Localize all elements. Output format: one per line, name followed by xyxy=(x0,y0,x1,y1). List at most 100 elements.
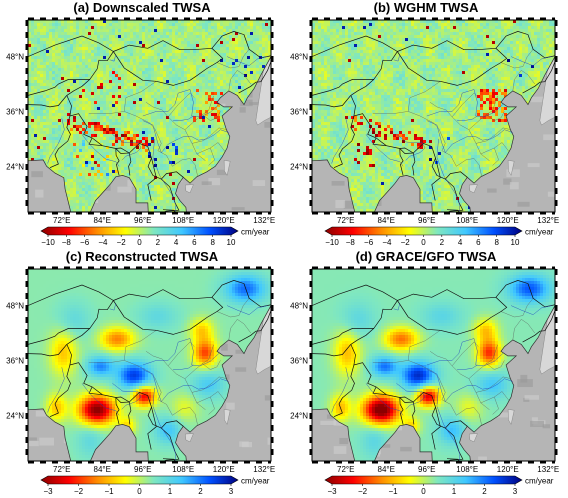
lon-tick-label: 96°E xyxy=(134,216,151,225)
colorbar-tick-label: 2 xyxy=(156,238,161,247)
colorbar-tick-label: −1 xyxy=(104,487,114,496)
colorbar-tick-label: −2 xyxy=(358,487,368,496)
colorbar-tick-label: −4 xyxy=(382,238,392,247)
map-frame xyxy=(309,17,558,215)
lon-tick-label: 132°E xyxy=(537,465,559,474)
lon-tick-label: 84°E xyxy=(94,465,111,474)
panel-title: (c) Reconstructed TWSA xyxy=(0,249,284,264)
colorbar-tick-label: −10 xyxy=(41,238,55,247)
colorbar-tick-label: 0 xyxy=(137,238,142,247)
colorbar-unit: cm/year xyxy=(525,228,554,237)
colorbar-tick-label: 4 xyxy=(174,238,179,247)
map-frame xyxy=(309,266,558,464)
lon-tick-label: 96°E xyxy=(418,216,435,225)
colorbar-tick-label: 6 xyxy=(192,238,197,247)
panel-title: (a) Downscaled TWSA xyxy=(0,0,284,15)
colorbar: −3 −2 −1 0 1 2 3 cm/year xyxy=(324,475,554,496)
lon-tick-label: 132°E xyxy=(253,216,275,225)
lon-tick-label: 120°E xyxy=(213,216,235,225)
lon-tick-label: 108°E xyxy=(456,216,478,225)
panel-b: (b) WGHM TWSA 48°N 36°N 24°N 72°E 84°E 96°E 10… xyxy=(284,0,568,249)
lon-tick-label: 84°E xyxy=(378,216,395,225)
colorbar-unit: cm/year xyxy=(525,477,554,486)
colorbar-tick-label: 2 xyxy=(482,487,487,496)
panel-title: (b) WGHM TWSA xyxy=(284,0,568,15)
boundary-lines xyxy=(28,20,271,212)
colorbar-tick-label: 0 xyxy=(137,487,142,496)
colorbar-tick-label: 2 xyxy=(198,487,203,496)
colorbar-tick-label: −3 xyxy=(43,487,53,496)
lat-tick-label: 24°N xyxy=(6,162,24,171)
panel-title: (d) GRACE/GFO TWSA xyxy=(284,249,568,264)
lat-tick-label: 24°N xyxy=(290,411,308,420)
lon-tick-label: 72°E xyxy=(337,465,354,474)
lat-tick-label: 48°N xyxy=(6,302,24,311)
colorbar-tick-label: 1 xyxy=(452,487,457,496)
colorbar: −10 −8 −6 −4 −2 0 2 4 6 8 10 cm/year xyxy=(40,226,270,247)
lon-tick-label: 84°E xyxy=(378,465,395,474)
lat-tick-label: 36°N xyxy=(6,356,24,365)
colorbar: −3 −2 −1 0 1 2 3 cm/year xyxy=(40,475,270,496)
lat-tick-label: 36°N xyxy=(6,107,24,116)
colorbar-tick-label: −4 xyxy=(98,238,108,247)
panel-d: (d) GRACE/GFO TWSA 48°N 36°N 24°N 72°E 84°E 9… xyxy=(284,249,568,498)
boundary-lines xyxy=(312,20,555,212)
boundary-lines xyxy=(312,269,555,461)
lon-tick-label: 96°E xyxy=(418,465,435,474)
lon-tick-label: 120°E xyxy=(497,216,519,225)
map-frame xyxy=(25,17,274,215)
panel-c: (c) Reconstructed TWSA 48°N 36°N 24°N 72°E 8… xyxy=(0,249,284,498)
colorbar-tick-label: 8 xyxy=(494,238,499,247)
lon-tick-label: 84°E xyxy=(94,216,111,225)
colorbar-tick-label: 3 xyxy=(513,487,518,496)
lon-tick-label: 108°E xyxy=(172,465,194,474)
colorbar-tick-label: −1 xyxy=(388,487,398,496)
colorbar-tick-label: 10 xyxy=(511,238,520,247)
colorbar-tick-label: 0 xyxy=(421,238,426,247)
colorbar-tick-label: 3 xyxy=(229,487,234,496)
lon-tick-label: 132°E xyxy=(253,465,275,474)
colorbar-unit: cm/year xyxy=(241,228,270,237)
lon-tick-label: 108°E xyxy=(172,216,194,225)
lat-tick-label: 36°N xyxy=(290,356,308,365)
lat-tick-label: 48°N xyxy=(6,53,24,62)
lon-tick-label: 120°E xyxy=(497,465,519,474)
lon-tick-label: 72°E xyxy=(53,465,70,474)
colorbar-tick-label: 0 xyxy=(421,487,426,496)
map-panel-d: 48°N36°N24°N72°E 84°E 96°E 108°E 120°E 132°E−… xyxy=(290,266,559,496)
map-panel-c: 48°N36°N24°N72°E 84°E 96°E 108°E 120°E 132°E−… xyxy=(6,266,275,496)
lon-tick-label: 72°E xyxy=(337,216,354,225)
colorbar-tick-label: 6 xyxy=(476,238,481,247)
lon-tick-label: 120°E xyxy=(213,465,235,474)
map-frame xyxy=(25,266,274,464)
colorbar-unit: cm/year xyxy=(241,477,270,486)
colorbar: −10 −8 −6 −4 −2 0 2 4 6 8 10 cm/year xyxy=(324,226,554,247)
colorbar-tick-label: −3 xyxy=(327,487,337,496)
colorbar-tick-label: −2 xyxy=(74,487,84,496)
colorbar-tick-label: −2 xyxy=(401,238,411,247)
panel-a: (a) Downscaled TWSA 48°N 36°N 24°N 72°E 84°E… xyxy=(0,0,284,249)
lat-tick-label: 24°N xyxy=(6,411,24,420)
colorbar-tick-label: −2 xyxy=(117,238,127,247)
colorbar-tick-label: 1 xyxy=(168,487,173,496)
colorbar-tick-label: −6 xyxy=(364,238,374,247)
colorbar-tick-label: 4 xyxy=(458,238,463,247)
lon-tick-label: 108°E xyxy=(456,465,478,474)
lat-tick-label: 36°N xyxy=(290,107,308,116)
lat-tick-label: 48°N xyxy=(290,302,308,311)
colorbar-tick-label: −10 xyxy=(325,238,339,247)
colorbar-tick-label: −8 xyxy=(62,238,72,247)
lon-tick-label: 132°E xyxy=(537,216,559,225)
lat-tick-label: 24°N xyxy=(290,162,308,171)
lon-tick-label: 96°E xyxy=(134,465,151,474)
lat-tick-label: 48°N xyxy=(290,53,308,62)
colorbar-tick-label: 8 xyxy=(210,238,215,247)
colorbar-tick-label: −6 xyxy=(80,238,90,247)
colorbar-tick-label: 10 xyxy=(227,238,236,247)
colorbar-tick-label: 2 xyxy=(440,238,445,247)
colorbar-tick-label: −8 xyxy=(346,238,356,247)
map-panel-b: 48°N36°N24°N72°E 84°E 96°E 108°E 120°E 132°E−… xyxy=(290,17,559,247)
boundary-lines xyxy=(28,269,271,461)
map-panel-a: 48°N36°N24°N72°E 84°E 96°E 108°E 120°E 132°E−… xyxy=(6,17,275,247)
lon-tick-label: 72°E xyxy=(53,216,70,225)
